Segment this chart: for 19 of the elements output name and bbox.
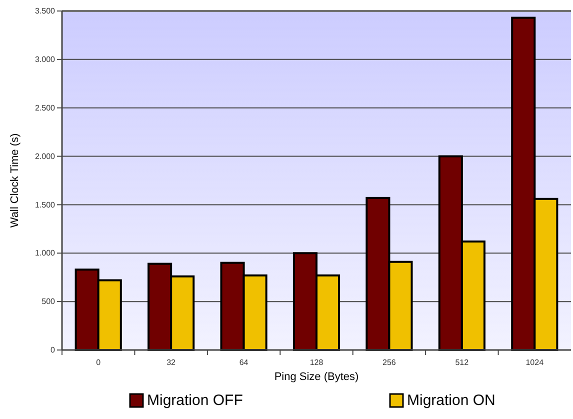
y-tick-label: 3.000 [34, 54, 56, 64]
x-tick-label: 512 [455, 358, 470, 367]
y-tick-label: 1.500 [34, 200, 56, 210]
y-tick-label: 500 [42, 297, 56, 306]
x-tick-label: 256 [382, 358, 396, 367]
x-tick-label: 128 [310, 358, 324, 367]
y-tick-label: 3.500 [34, 6, 56, 16]
y-tick-label: 2.000 [34, 152, 56, 161]
x-tick-label: 0 [96, 358, 102, 367]
y-axis-title: Wall Clock Time (s) [9, 133, 21, 228]
y-tick-label: 1.000 [34, 248, 56, 258]
x-tick-label: 32 [166, 358, 176, 367]
x-axis-title: Ping Size (Bytes) [274, 371, 359, 383]
legend-label: Migration OFF [147, 392, 243, 409]
x-tick-label: 1024 [526, 358, 544, 367]
x-tick-label: 64 [239, 358, 249, 367]
y-tick-label: 2.500 [34, 103, 56, 112]
y-tick-label: 0 [50, 346, 56, 355]
legend-label: Migration ON [407, 392, 496, 409]
